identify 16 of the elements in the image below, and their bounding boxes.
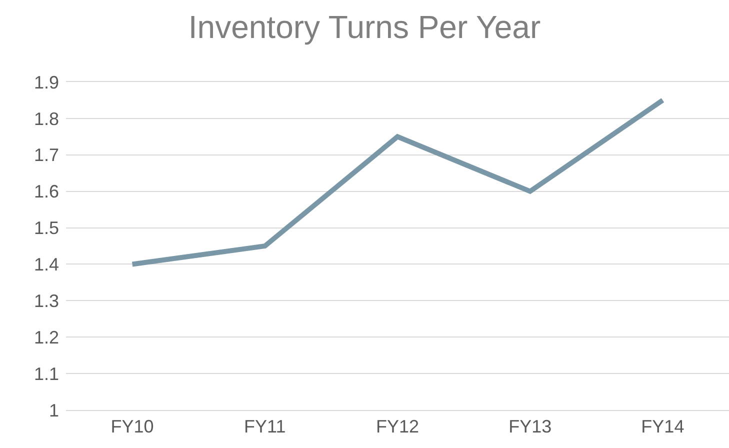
y-tick-label: 1.8 [34, 108, 59, 129]
x-tick-label: FY14 [641, 416, 684, 437]
x-tick-label: FY12 [376, 416, 420, 437]
y-tick-label: 1.2 [34, 327, 59, 348]
y-tick-label: 1.4 [34, 254, 59, 275]
y-tick-label: 1.3 [34, 290, 59, 311]
chart-title: Inventory Turns Per Year [188, 9, 541, 46]
y-tick-label: 1.7 [34, 145, 59, 166]
y-tick-label: 1.1 [34, 364, 59, 384]
y-tick-label: 1 [48, 400, 59, 420]
y-tick-label: 1.6 [34, 182, 59, 202]
y-tick-label: 1.5 [34, 218, 59, 238]
x-tick-label: FY11 [244, 416, 286, 437]
x-tick-label: FY13 [508, 416, 552, 437]
y-tick-label: 1.9 [34, 72, 59, 92]
x-tick-label: FY10 [110, 416, 154, 437]
